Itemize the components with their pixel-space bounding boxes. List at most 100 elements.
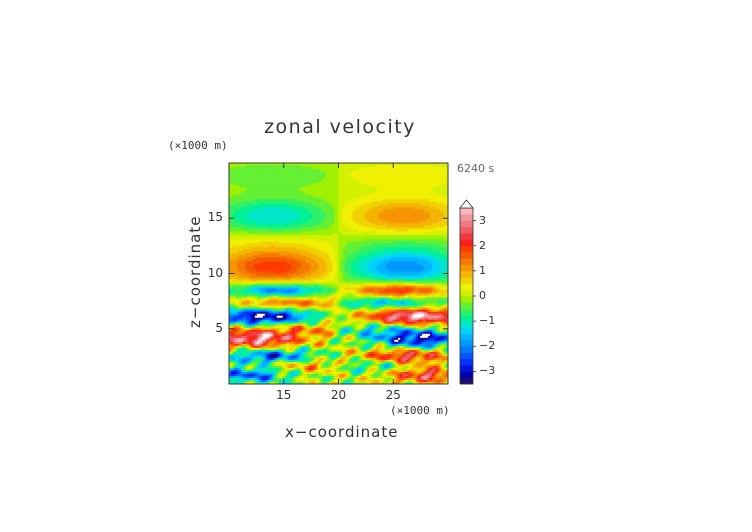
field-cell xyxy=(248,255,252,258)
field-cell xyxy=(256,295,260,298)
field-cell xyxy=(300,313,304,317)
field-cell xyxy=(270,221,274,224)
field-cell xyxy=(290,191,294,194)
field-cell xyxy=(306,265,309,268)
field-cell xyxy=(314,307,317,311)
field-cell xyxy=(248,259,252,262)
field-cell xyxy=(234,293,238,296)
field-cell xyxy=(232,367,236,371)
field-cell xyxy=(298,327,302,331)
field-cell xyxy=(258,327,262,331)
field-cell xyxy=(270,337,274,341)
field-cell xyxy=(229,263,232,266)
field-cell xyxy=(318,209,321,212)
field-cell xyxy=(266,275,270,278)
field-cell xyxy=(244,375,248,379)
field-cell xyxy=(310,283,313,286)
field-cell xyxy=(302,335,305,339)
field-cell xyxy=(316,177,319,180)
field-cell xyxy=(312,321,315,325)
field-cell xyxy=(312,349,315,353)
field-cell xyxy=(284,333,288,337)
field-cell xyxy=(290,319,294,323)
field-cell xyxy=(284,303,288,306)
field-cell xyxy=(312,203,315,206)
field-cell xyxy=(306,297,309,300)
field-cell xyxy=(318,231,321,234)
field-cell xyxy=(278,191,282,194)
field-cell xyxy=(292,343,296,347)
field-cell xyxy=(260,373,264,377)
field-cell xyxy=(229,197,232,200)
field-cell xyxy=(308,309,311,313)
field-cell xyxy=(250,221,254,224)
field-cell xyxy=(240,203,244,206)
field-cell xyxy=(248,325,252,329)
field-cell xyxy=(256,217,260,220)
field-cell xyxy=(314,317,317,321)
field-cell xyxy=(304,249,307,252)
field-cell xyxy=(246,163,250,166)
field-cell xyxy=(232,217,236,220)
field-cell xyxy=(258,289,262,292)
field-cell xyxy=(298,267,302,270)
field-cell xyxy=(272,217,276,220)
field-cell xyxy=(294,179,298,182)
field-cell xyxy=(250,345,254,349)
field-cell xyxy=(266,305,270,309)
field-cell xyxy=(234,223,238,226)
field-cell xyxy=(316,345,319,349)
field-cell xyxy=(296,311,300,315)
field-cell xyxy=(286,235,290,238)
field-cell xyxy=(280,215,284,218)
field-cell xyxy=(258,171,262,174)
field-cell xyxy=(242,223,246,226)
field-cell xyxy=(252,339,256,343)
field-cell xyxy=(288,351,292,355)
field-cell xyxy=(242,233,246,236)
field-cell xyxy=(286,163,290,166)
field-cell xyxy=(234,295,238,298)
field-cell xyxy=(302,295,305,298)
field-cell xyxy=(238,163,242,166)
field-cell xyxy=(240,317,244,321)
field-cell xyxy=(260,369,264,373)
field-cell xyxy=(278,343,282,347)
field-cell xyxy=(229,359,232,363)
field-cell xyxy=(318,191,321,194)
field-cell xyxy=(284,323,288,327)
field-cell xyxy=(262,331,266,335)
field-cell xyxy=(268,191,272,194)
field-cell xyxy=(264,169,268,172)
field-cell xyxy=(248,301,252,304)
field-cell xyxy=(284,375,288,379)
field-cell xyxy=(244,277,248,280)
field-cell xyxy=(288,357,292,361)
field-cell xyxy=(240,311,244,315)
field-cell xyxy=(250,311,254,315)
field-cell xyxy=(312,175,315,178)
field-cell xyxy=(302,373,305,377)
field-cell xyxy=(282,169,286,172)
field-cell xyxy=(292,179,296,182)
field-cell xyxy=(316,363,319,367)
field-cell xyxy=(306,375,309,379)
field-cell xyxy=(232,327,236,331)
field-cell xyxy=(314,225,317,228)
field-cell xyxy=(314,353,317,357)
field-cell xyxy=(282,235,286,238)
field-cell xyxy=(268,357,272,361)
field-cell xyxy=(230,317,234,321)
field-cell xyxy=(274,299,278,302)
field-cell xyxy=(244,363,248,367)
field-cell xyxy=(288,203,292,206)
field-cell xyxy=(250,193,254,196)
field-cell xyxy=(308,221,311,224)
field-cell xyxy=(246,315,250,319)
field-cell xyxy=(294,239,298,242)
field-cell xyxy=(288,219,292,222)
field-cell xyxy=(272,365,276,369)
field-cell xyxy=(304,287,307,290)
field-cell xyxy=(232,335,236,339)
field-cell xyxy=(306,275,309,278)
